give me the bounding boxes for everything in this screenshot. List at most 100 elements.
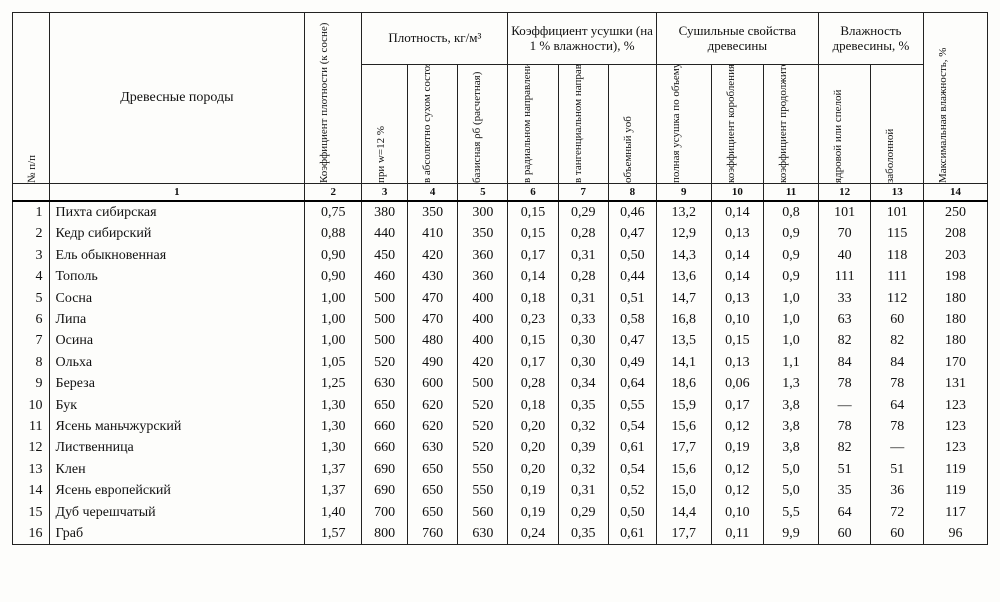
value-cell: 500 bbox=[362, 330, 408, 351]
value-cell: 0,34 bbox=[558, 373, 608, 394]
value-cell: 470 bbox=[407, 288, 457, 309]
value-cell: 0,17 bbox=[711, 395, 764, 416]
value-cell: 650 bbox=[407, 502, 457, 523]
group-shrink: Коэффициент усушки (на 1 % влажности), % bbox=[508, 13, 656, 65]
value-cell: 1,0 bbox=[764, 309, 819, 330]
table-header: № п/п Древесные породы Коэффициент плот­… bbox=[13, 13, 988, 202]
species-name: Ясень маньчжурский bbox=[49, 416, 305, 437]
row-index: 1 bbox=[13, 201, 50, 223]
value-cell: 15,6 bbox=[656, 459, 711, 480]
table-body: 1Пихта сибирская0,753803503000,150,290,4… bbox=[13, 201, 988, 545]
table-row: 11Ясень маньчжурский1,306606205200,200,3… bbox=[13, 416, 988, 437]
value-cell: 3,8 bbox=[764, 395, 819, 416]
value-cell: 0,29 bbox=[558, 201, 608, 223]
table-row: 6Липа1,005004704000,230,330,5816,80,101,… bbox=[13, 309, 988, 330]
value-cell: 620 bbox=[407, 395, 457, 416]
value-cell: 0,06 bbox=[711, 373, 764, 394]
species-name: Кедр сибирский bbox=[49, 223, 305, 244]
table-row: 2Кедр сибирский0,884404103500,150,280,47… bbox=[13, 223, 988, 244]
value-cell: 0,46 bbox=[608, 201, 656, 223]
table-row: 15Дуб черешчатый1,407006505600,190,290,5… bbox=[13, 502, 988, 523]
value-cell: 0,13 bbox=[711, 288, 764, 309]
row-index: 2 bbox=[13, 223, 50, 244]
value-cell: 0,20 bbox=[508, 416, 558, 437]
value-cell: 82 bbox=[818, 330, 871, 351]
value-cell: 700 bbox=[362, 502, 408, 523]
value-cell: 1,30 bbox=[305, 416, 362, 437]
table-row: 4Тополь0,904604303600,140,280,4413,60,14… bbox=[13, 266, 988, 287]
value-cell: 0,14 bbox=[508, 266, 558, 287]
species-name: Граб bbox=[49, 523, 305, 545]
value-cell: 650 bbox=[362, 395, 408, 416]
value-cell: 1,3 bbox=[764, 373, 819, 394]
value-cell: 60 bbox=[871, 523, 924, 545]
value-cell: 13,6 bbox=[656, 266, 711, 287]
value-cell: 17,7 bbox=[656, 437, 711, 458]
value-cell: 82 bbox=[871, 330, 924, 351]
value-cell: 630 bbox=[362, 373, 408, 394]
value-cell: 5,0 bbox=[764, 459, 819, 480]
value-cell: 111 bbox=[871, 266, 924, 287]
value-cell: 0,88 bbox=[305, 223, 362, 244]
value-cell: 64 bbox=[818, 502, 871, 523]
value-cell: 420 bbox=[458, 352, 508, 373]
value-cell: 660 bbox=[362, 416, 408, 437]
row-index: 3 bbox=[13, 245, 50, 266]
col-moist-1: ядровой или спелой bbox=[818, 65, 871, 184]
row-index: 13 bbox=[13, 459, 50, 480]
value-cell: 14,4 bbox=[656, 502, 711, 523]
value-cell: 0,33 bbox=[558, 309, 608, 330]
value-cell: 0,35 bbox=[558, 395, 608, 416]
value-cell: 198 bbox=[923, 266, 987, 287]
value-cell: 36 bbox=[871, 480, 924, 501]
value-cell: — bbox=[818, 395, 871, 416]
species-name: Сосна bbox=[49, 288, 305, 309]
value-cell: 118 bbox=[871, 245, 924, 266]
value-cell: 203 bbox=[923, 245, 987, 266]
value-cell: 123 bbox=[923, 395, 987, 416]
value-cell: 490 bbox=[407, 352, 457, 373]
value-cell: 0,12 bbox=[711, 416, 764, 437]
value-cell: 430 bbox=[407, 266, 457, 287]
value-cell: 0,9 bbox=[764, 223, 819, 244]
value-cell: 51 bbox=[818, 459, 871, 480]
value-cell: 0,39 bbox=[558, 437, 608, 458]
value-cell: 0,90 bbox=[305, 266, 362, 287]
col-drying-1: полная усуш­ка по объему 30(yт+yр), % bbox=[656, 65, 711, 184]
value-cell: 1,0 bbox=[764, 330, 819, 351]
value-cell: 0,15 bbox=[508, 201, 558, 223]
value-cell: 117 bbox=[923, 502, 987, 523]
value-cell: 380 bbox=[362, 201, 408, 223]
species-name: Ольха bbox=[49, 352, 305, 373]
row-index: 8 bbox=[13, 352, 50, 373]
value-cell: 1,30 bbox=[305, 437, 362, 458]
group-drying: Сушильные свойства древесины bbox=[656, 13, 818, 65]
value-cell: 0,10 bbox=[711, 502, 764, 523]
value-cell: 1,30 bbox=[305, 395, 362, 416]
value-cell: 360 bbox=[458, 245, 508, 266]
value-cell: 0,61 bbox=[608, 523, 656, 545]
species-name: Осина bbox=[49, 330, 305, 351]
value-cell: 0,18 bbox=[508, 395, 558, 416]
value-cell: 96 bbox=[923, 523, 987, 545]
value-cell: 0,19 bbox=[508, 480, 558, 501]
value-cell: 0,15 bbox=[508, 223, 558, 244]
value-cell: 690 bbox=[362, 480, 408, 501]
value-cell: 15,0 bbox=[656, 480, 711, 501]
species-name: Липа bbox=[49, 309, 305, 330]
value-cell: 208 bbox=[923, 223, 987, 244]
value-cell: 72 bbox=[871, 502, 924, 523]
colnum-3: 3 bbox=[362, 184, 408, 202]
value-cell: 5,0 bbox=[764, 480, 819, 501]
value-cell: 0,15 bbox=[711, 330, 764, 351]
row-index: 7 bbox=[13, 330, 50, 351]
value-cell: 0,32 bbox=[558, 459, 608, 480]
value-cell: 84 bbox=[818, 352, 871, 373]
value-cell: 0,50 bbox=[608, 502, 656, 523]
value-cell: 170 bbox=[923, 352, 987, 373]
row-index: 9 bbox=[13, 373, 50, 394]
value-cell: 400 bbox=[458, 288, 508, 309]
value-cell: 15,9 bbox=[656, 395, 711, 416]
value-cell: 14,7 bbox=[656, 288, 711, 309]
value-cell: 3,8 bbox=[764, 416, 819, 437]
